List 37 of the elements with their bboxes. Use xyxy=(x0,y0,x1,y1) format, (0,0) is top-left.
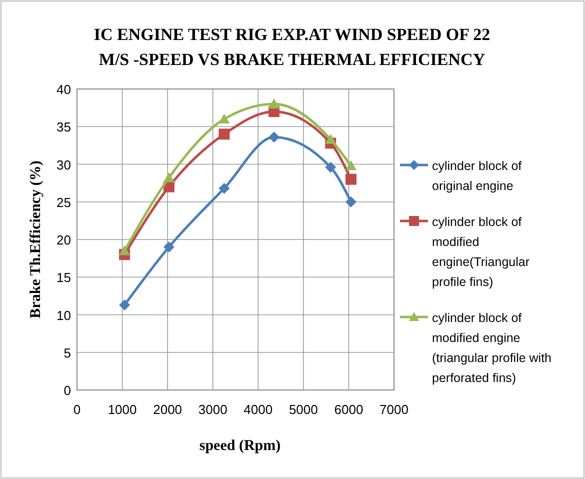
chart-title: IC ENGINE TEST RIG EXP.AT WIND SPEED OF 22 M/S -SPEED VS BRAKE THERMAL EFFICIENCY xyxy=(94,25,490,69)
legend-label: cylinder block of modified engine (triangular profile with perforated fins) xyxy=(432,311,552,385)
x-tick-label: 2000 xyxy=(153,402,182,417)
x-tick-label: 3000 xyxy=(198,402,228,417)
point xyxy=(345,160,356,170)
y-tick-label: 10 xyxy=(56,308,71,323)
x-tick-label: 1000 xyxy=(108,402,137,417)
point xyxy=(345,174,356,185)
x-tick-label: 0 xyxy=(73,402,81,417)
legend-label: cylinder block of original engine xyxy=(432,159,522,193)
point xyxy=(218,128,230,140)
x-tick-label: 5000 xyxy=(288,402,318,417)
x-tick-label: 4000 xyxy=(244,402,273,417)
point xyxy=(325,134,336,144)
y-tick-label: 20 xyxy=(56,232,71,248)
x-tick-label: 7000 xyxy=(380,402,408,417)
point xyxy=(163,172,174,182)
y-tick-label: 0 xyxy=(64,383,71,398)
legend-label: cylinder block of modified engine(Triangular profile fins) xyxy=(432,215,530,289)
point xyxy=(268,98,280,108)
y-tick-label: 30 xyxy=(56,157,71,172)
point xyxy=(119,299,130,310)
y-tick-label: 5 xyxy=(64,345,71,360)
x-tick-label: 6000 xyxy=(334,402,364,417)
x-axis-title: speed (Rpm) xyxy=(199,438,281,454)
y-tick-label: 25 xyxy=(56,194,71,210)
point xyxy=(218,114,230,124)
y-tick-label: 40 xyxy=(56,82,71,97)
point xyxy=(345,196,356,208)
point xyxy=(325,162,336,173)
y-tick-label: 15 xyxy=(56,270,71,286)
y-axis-title: Brake Th.Efficiency (%) xyxy=(28,160,44,318)
point xyxy=(163,242,174,253)
y-tick-label: 35 xyxy=(56,120,71,135)
point xyxy=(268,132,280,143)
point xyxy=(218,182,230,194)
point xyxy=(119,245,130,256)
